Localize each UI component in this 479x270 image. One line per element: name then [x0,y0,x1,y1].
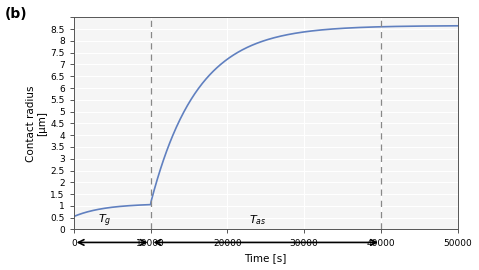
Text: $T_{as}$: $T_{as}$ [250,214,267,227]
Y-axis label: Contact radius
[μm]: Contact radius [μm] [26,85,47,162]
X-axis label: Time [s]: Time [s] [245,253,287,263]
Text: $T_g$: $T_g$ [98,212,111,229]
Text: (b): (b) [5,7,27,21]
